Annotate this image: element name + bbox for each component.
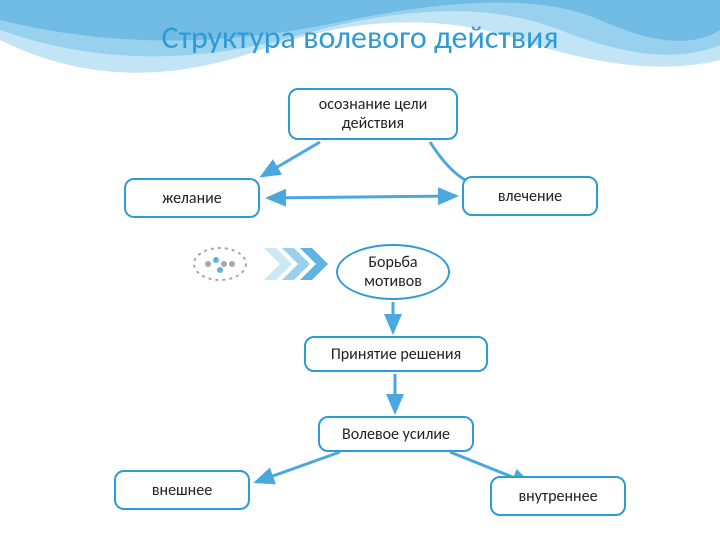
node-effort: Волевое усилие (318, 416, 474, 452)
node-external: внешнее (114, 470, 250, 510)
node-label: желание (162, 189, 222, 208)
diagram-title: Структура волевого действия (0, 18, 720, 57)
node-decision: Принятие решения (304, 336, 488, 372)
node-attraction: влечение (462, 176, 598, 216)
node-struggle: Борьба мотивов (336, 244, 450, 300)
chevron-icon (262, 244, 332, 284)
node-label: внешнее (152, 481, 212, 500)
node-label: осознание цели действия (298, 95, 448, 133)
node-label: Волевое усилие (342, 425, 450, 444)
node-label: Борьба мотивов (346, 253, 440, 291)
node-label: Принятие решения (331, 345, 461, 364)
dotted-circle-icon (190, 244, 250, 284)
node-awareness: осознание цели действия (288, 88, 458, 140)
node-label: влечение (498, 187, 562, 206)
node-internal: внутреннее (490, 476, 626, 516)
node-label: внутреннее (518, 487, 597, 506)
node-desire: желание (124, 178, 260, 218)
